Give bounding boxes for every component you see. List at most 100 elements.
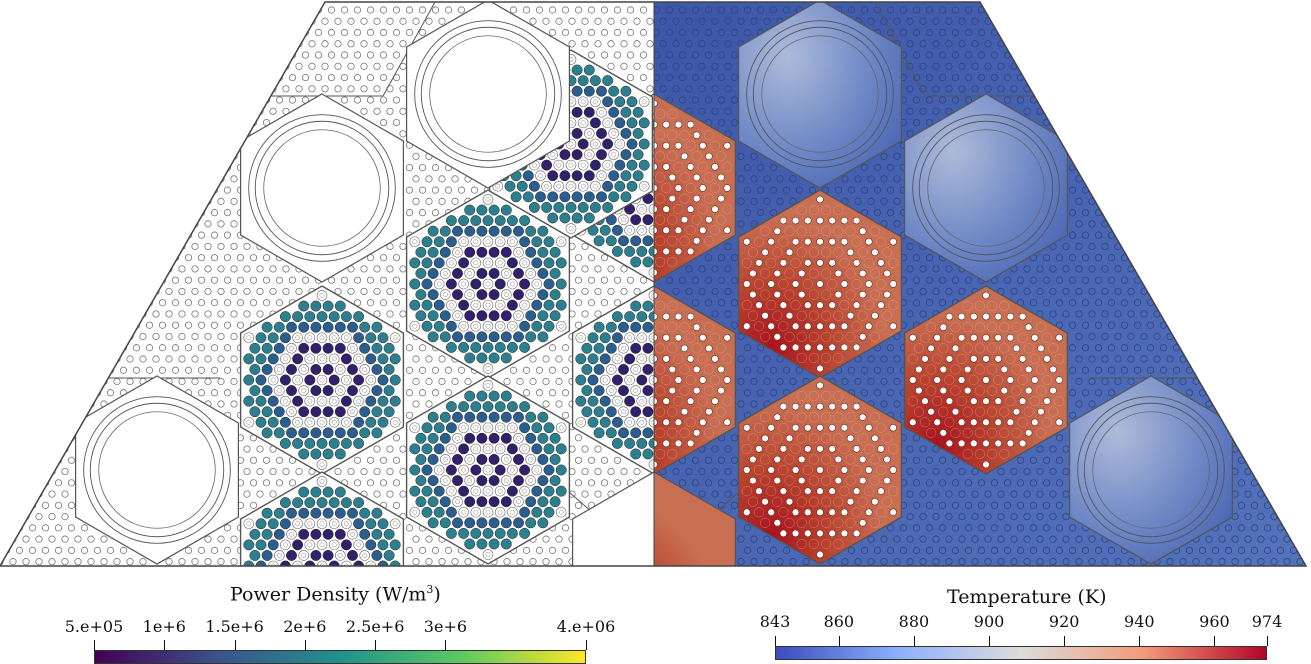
reflector-hole [1114,310,1122,318]
reflector-hole [1192,85,1200,93]
reflector-hole [1172,366,1181,374]
coolant-hole [319,462,325,467]
reflector-hole [1211,51,1220,59]
reflector-hole [756,366,765,374]
reflector-hole [9,175,17,183]
coolant-hole [319,293,325,298]
reflector-hole [236,28,245,37]
reflector-hole [542,400,550,408]
reflector-hole [61,17,69,25]
reflector-hole [223,96,232,104]
reflector-hole [204,558,212,566]
reflector-hole [132,141,141,149]
reflector-hole [919,17,927,25]
coolant-hole [516,435,521,441]
reflector-hole [1224,96,1233,104]
reflector-hole [1257,107,1265,115]
coolant-hole [485,383,491,388]
reflector-hole [80,366,89,374]
reflector-hole [100,152,108,160]
reflector-hole [1237,546,1246,554]
reflector-hole [61,107,69,115]
reflector-hole [139,62,147,70]
reflector-hole [672,62,680,70]
reflector-hole [15,231,24,239]
reflector-hole [399,40,407,48]
reflector-hole [444,366,453,374]
reflector-hole [600,254,609,262]
reflector-hole [262,456,271,464]
fuel-pin [476,517,488,529]
reflector-hole [386,265,394,273]
reflector-hole [1270,422,1278,431]
reflector-hole [1107,366,1116,374]
reflector-hole [1133,118,1142,127]
reflector-hole [958,17,966,25]
fuel-pin [389,539,401,551]
reflector-hole [1140,220,1148,228]
reflector-hole [48,400,56,408]
reflector-hole [223,321,232,329]
reflector-hole [1296,377,1304,386]
fuel-pin [464,411,476,423]
coolant-channel [452,433,463,444]
reflector-hole [1036,490,1044,498]
reflector-hole [152,197,160,205]
reflector-hole [548,389,557,397]
reflector-hole [230,535,238,543]
reflector-hole [1055,501,1064,509]
fuel-pin [543,257,555,269]
reflector-hole [171,118,180,127]
reflector-hole [67,456,76,464]
reflector-hole [1192,175,1200,183]
fuel-assemblies-right [654,93,1069,566]
reflector-hole [769,6,778,14]
reflector-hole [763,17,771,25]
fuel-pin [439,246,451,258]
fuel-pin [589,117,601,129]
reflector-hole [1172,231,1181,239]
reflector-hole [35,175,43,183]
reflector-hole [1146,186,1155,194]
reflector-hole [958,85,966,93]
reflector-hole [0,513,4,521]
reflector-hole [555,535,563,543]
reflector-hole [178,310,186,318]
fuel-pin [624,245,636,257]
reflector-hole [691,299,700,307]
reflector-hole [1296,107,1304,115]
fuel-pin [310,528,322,540]
reflector-hole [1185,546,1194,554]
coolant-channel [409,422,421,434]
reflector-hole [165,85,173,93]
fuel-pin [543,299,555,311]
reflector-hole [412,197,420,205]
reflector-hole [1094,344,1103,352]
reflector-hole [61,287,69,296]
reflector-hole [35,422,43,431]
reflector-hole [1218,107,1226,115]
reflector-hole [581,490,589,498]
reflector-hole [360,40,368,48]
reflector-hole [535,546,544,554]
reflector-hole [1114,152,1122,160]
coolant-hole [495,183,501,189]
fuel-pin [243,374,255,386]
reflector-hole [1042,546,1051,554]
reflector-hole [9,400,17,408]
reflector-hole [1127,242,1135,251]
reflector-hole [2,299,11,307]
reflector-hole [1146,96,1155,104]
reflector-hole [1016,479,1025,487]
coolant-channel [553,180,565,192]
reflector-hole [1270,175,1278,183]
reflector-hole [353,456,362,464]
reflector-hole [223,546,232,554]
fuel-pin [476,246,488,258]
reflector-hole [93,28,102,37]
reflector-hole [1114,175,1122,183]
reflector-hole [106,276,115,284]
reflector-hole [1289,434,1298,442]
reflector-hole [1179,265,1187,273]
reflector-hole [1198,6,1207,14]
